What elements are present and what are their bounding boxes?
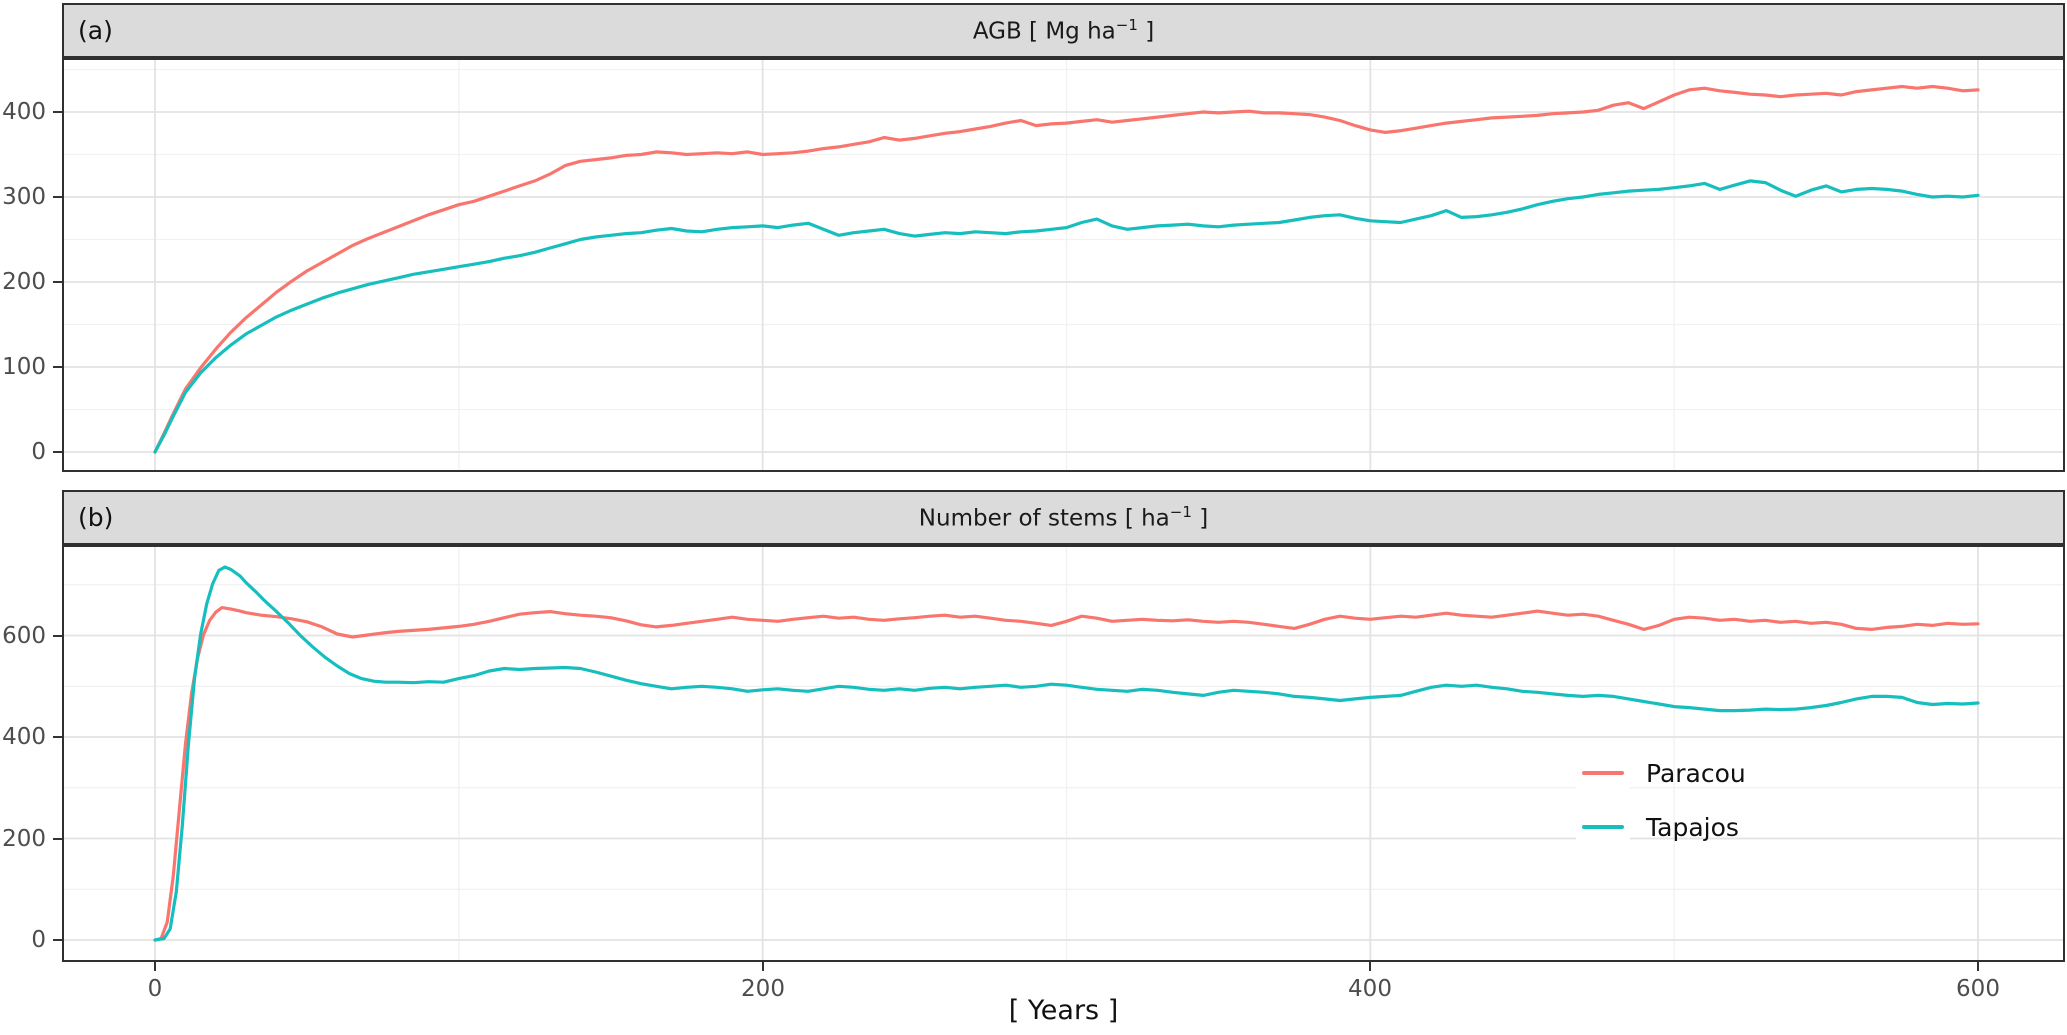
panel-a-strip: (a) AGB [ Mg ha−1 ] <box>62 3 2065 58</box>
panel-a-title: AGB [ Mg ha−1 ] <box>972 16 1155 45</box>
legend-item-paracou: Paracou <box>1576 750 1746 796</box>
tapajos-line-swatch <box>1582 825 1624 829</box>
panel-b-ytick-400 <box>53 736 62 738</box>
xtick-600 <box>1977 962 1979 971</box>
panel-b-tag: (b) <box>78 503 114 532</box>
panel-b-ytick-label: 0 <box>31 927 46 953</box>
legend-label-tapajos: Tapajos <box>1646 812 1739 842</box>
legend-key-tapajos <box>1576 804 1630 850</box>
panel-a-ytick-300 <box>53 196 62 198</box>
legend-key-paracou <box>1576 750 1630 796</box>
xtick-label: 400 <box>1348 976 1392 1002</box>
panel-b-ytick-label: 400 <box>2 724 46 750</box>
panel-a-ytick-200 <box>53 281 62 283</box>
panel-a-ytick-100 <box>53 366 62 368</box>
panel-a-tag: (a) <box>78 16 113 45</box>
panel-b-ytick-600 <box>53 635 62 637</box>
panel-a-ytick-400 <box>53 111 62 113</box>
xtick-400 <box>1369 962 1371 971</box>
panel-b-ytick-200 <box>53 838 62 840</box>
xtick-0 <box>154 962 156 971</box>
panel-b-ytick-0 <box>53 939 62 941</box>
panel-a-plot <box>62 58 2065 472</box>
panel-a-ytick-0 <box>53 451 62 453</box>
panel-b-title-superscript: −1 <box>1169 503 1192 522</box>
panel-a-ytick-label: 300 <box>2 184 46 210</box>
legend: Paracou Tapajos <box>1576 750 1746 850</box>
legend-item-tapajos: Tapajos <box>1576 804 1746 850</box>
panel-a-ytick-label: 400 <box>2 99 46 125</box>
panel-b-ytick-label: 600 <box>2 623 46 649</box>
legend-label-paracou: Paracou <box>1646 758 1746 788</box>
panel-b-strip: (b) Number of stems [ ha−1 ] <box>62 490 2065 545</box>
panel-b-title: Number of stems [ ha−1 ] <box>918 503 1209 532</box>
xtick-label: 600 <box>1956 976 2000 1002</box>
panel-a-ytick-label: 100 <box>2 354 46 380</box>
xtick-label: 0 <box>147 976 163 1002</box>
xtick-label: 200 <box>741 976 785 1002</box>
panel-a-title-superscript: −1 <box>1115 16 1138 35</box>
panel-a-ytick-label: 0 <box>31 439 46 465</box>
panel-b-plot <box>62 545 2065 962</box>
panel-a-ytick-label: 200 <box>2 269 46 295</box>
panel-b-ytick-label: 200 <box>2 826 46 852</box>
xtick-200 <box>762 962 764 971</box>
paracou-line-swatch <box>1582 771 1624 775</box>
x-axis-title: [ Years ] <box>1008 995 1119 1026</box>
